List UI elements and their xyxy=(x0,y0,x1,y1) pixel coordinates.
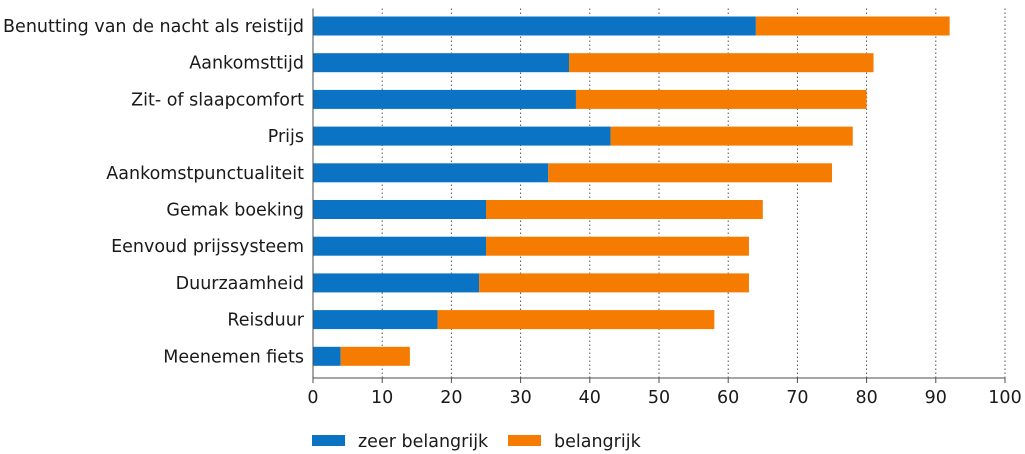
category-label: Reisduur xyxy=(227,311,304,331)
legend-label: belangrijk xyxy=(554,432,642,452)
category-label: Duurzaamheid xyxy=(176,274,304,294)
grid-layer xyxy=(381,8,1006,378)
bar-segment-zeer-belangrijk xyxy=(313,236,486,256)
bar-segment-belangrijk xyxy=(755,16,950,36)
bar-segment-belangrijk xyxy=(340,346,410,366)
bar-segment-belangrijk xyxy=(486,200,763,219)
x-tick-label: 60 xyxy=(717,388,739,408)
x-tick-label: 80 xyxy=(855,388,877,408)
bar-segment-zeer-belangrijk xyxy=(313,126,611,146)
bar-segment-belangrijk xyxy=(569,53,874,73)
legend: zeer belangrijk belangrijk xyxy=(312,432,642,452)
x-tick-label: 100 xyxy=(988,388,1021,408)
bar-segment-zeer-belangrijk xyxy=(313,89,576,109)
category-label: Prijs xyxy=(268,127,304,147)
bar-segment-belangrijk xyxy=(479,273,749,293)
x-tick-label: 70 xyxy=(786,388,808,408)
legend-swatch xyxy=(508,435,541,446)
bar-segment-belangrijk xyxy=(437,310,715,330)
category-label: Eenvoud prijssysteem xyxy=(111,237,304,257)
x-tick-label: 20 xyxy=(440,388,462,408)
category-label: Aankomsttijd xyxy=(189,54,304,74)
x-axis: 0 10 20 30 40 50 60 70 80 90 100 xyxy=(307,8,1022,408)
bar-segment-belangrijk xyxy=(486,236,749,256)
category-label: Aankomstpunctualiteit xyxy=(106,164,304,184)
bar-segment-zeer-belangrijk xyxy=(313,200,486,219)
category-label-layer: Benutting van de nacht als reistijd Aanko… xyxy=(3,17,305,367)
bar-segment-zeer-belangrijk xyxy=(313,310,438,330)
x-tick-label: 40 xyxy=(579,388,601,408)
legend-swatch xyxy=(312,435,345,446)
bar-segment-zeer-belangrijk xyxy=(313,53,570,73)
x-tick-label: 50 xyxy=(648,388,670,408)
legend-label: zeer belangrijk xyxy=(358,432,489,452)
x-tick-label: 0 xyxy=(307,388,318,408)
bar-segment-zeer-belangrijk xyxy=(313,16,756,36)
x-tick-label: 30 xyxy=(509,388,531,408)
category-label: Gemak boeking xyxy=(166,201,304,221)
bar-segment-zeer-belangrijk xyxy=(313,346,341,366)
bar-segment-belangrijk xyxy=(610,126,853,146)
x-tick-label: 10 xyxy=(371,388,393,408)
x-tick-label: 90 xyxy=(925,388,947,408)
bar-segment-zeer-belangrijk xyxy=(313,163,549,183)
bar-layer xyxy=(313,16,950,366)
bar-segment-zeer-belangrijk xyxy=(313,273,480,293)
category-label: Meenemen fiets xyxy=(163,347,304,367)
category-label: Zit- of slaapcomfort xyxy=(131,90,304,110)
bar-segment-belangrijk xyxy=(548,163,832,183)
bar-segment-belangrijk xyxy=(575,89,867,109)
category-label: Benutting van de nacht als reistijd xyxy=(3,17,304,37)
